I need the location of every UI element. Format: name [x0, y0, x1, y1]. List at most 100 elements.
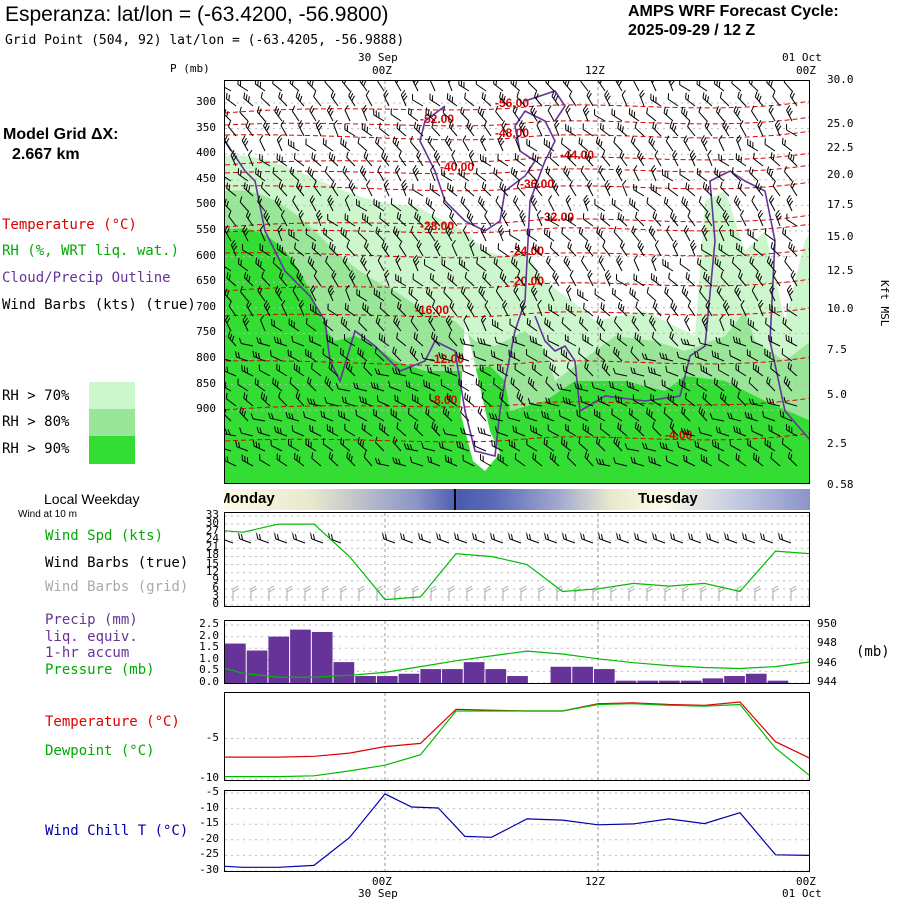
wind-barb-flag: [481, 92, 484, 99]
wind-barb: [565, 105, 572, 122]
wind-barb-staff: [563, 171, 572, 182]
wind-barb-flag: [310, 304, 312, 311]
wind-barb-flag: [651, 331, 655, 338]
wind-barb-staff: [700, 432, 713, 437]
wind-barb-flag: [250, 413, 254, 420]
wind-barb-flag: [363, 241, 367, 247]
wind-barb-flag: [584, 335, 586, 342]
wind-barb-flag: [570, 306, 572, 313]
wind-barb-staff: [528, 82, 538, 92]
wind-barb-flag: [289, 81, 292, 84]
wind-barb-staff: [225, 140, 232, 152]
wind-barb-staff: [383, 94, 390, 107]
wind-barb-staff: [466, 126, 475, 137]
wind-barb-flag: [276, 453, 278, 460]
true-wind-barb-flag: [510, 534, 514, 541]
wind-barb-staff: [375, 442, 385, 452]
wind-barb-flag: [617, 422, 620, 429]
wind-barb-staff: [763, 416, 776, 422]
wind-barb-staff: [753, 158, 764, 167]
wind-barb-flag: [390, 408, 392, 415]
wind-barb-flag: [722, 210, 727, 216]
wind-barb-flag: [723, 122, 728, 129]
wind-barb: [467, 300, 475, 317]
wind-barb-flag: [245, 210, 250, 217]
wind-barb-flag: [790, 337, 793, 344]
wind-barb-flag: [375, 110, 377, 117]
wind-barb-staff: [543, 443, 555, 452]
wind-barb: [529, 335, 543, 347]
wind-barb-flag: [684, 137, 689, 144]
wind-barb-staff: [306, 323, 317, 332]
grid-wind-barb-flag: [232, 585, 239, 590]
wind-barb: [569, 180, 577, 197]
wind-barb-staff: [447, 277, 458, 287]
wind-barb-flag: [466, 120, 470, 127]
wind-barb-flag: [398, 214, 402, 220]
wind-barb-flag: [413, 81, 418, 84]
wind-barb-staff: [344, 109, 351, 122]
wind-barb-flag: [417, 152, 422, 159]
wind-barb-flag: [481, 392, 484, 399]
wind-barb-staff: [377, 373, 390, 377]
wind-barb-flag: [751, 398, 755, 405]
wind-barb-flag: [397, 275, 399, 282]
wind-barb-flag: [370, 381, 374, 388]
wind-barb: [394, 81, 402, 92]
wind-barb-flag: [655, 96, 657, 103]
wind-barb-flag: [617, 301, 621, 308]
wind-barb-flag: [552, 270, 556, 277]
wind-barb: [633, 273, 645, 287]
wind-barb-flag: [792, 156, 795, 162]
wind-barb-flag: [785, 334, 787, 341]
wind-barb-flag: [738, 454, 740, 461]
wind-barb: [429, 393, 441, 407]
wind-barb-flag: [305, 317, 308, 324]
wind-barb-staff: [784, 261, 793, 272]
true-wind-barb-staff: [527, 538, 540, 544]
wind-barb-flag: [740, 300, 745, 306]
wind-barb: [733, 425, 747, 437]
wind-barb-staff: [664, 202, 674, 212]
wind-barb: [644, 380, 657, 392]
wind-barb: [225, 382, 232, 392]
weekday-day1: Monday: [224, 490, 275, 507]
wind-barb-flag: [392, 436, 396, 443]
wind-barb-flag: [768, 378, 771, 385]
wind-barb: [322, 438, 334, 452]
true-wind-barb-staff: [401, 538, 414, 544]
wind-barb-flag: [495, 81, 498, 86]
wind-barb-staff: [225, 460, 237, 467]
wind-barb-staff: [528, 172, 538, 182]
wind-barb-flag: [605, 182, 610, 189]
wind-barb-staff: [757, 124, 764, 137]
wind-barb-flag: [527, 398, 531, 404]
wind-barb: [429, 81, 436, 92]
wind-barb-flag: [619, 214, 622, 221]
wind-barb-flag: [696, 168, 699, 174]
precip-bar: [355, 676, 376, 683]
wind-barb-flag: [652, 301, 656, 307]
wind-barb: [782, 317, 793, 332]
wind-barb-staff: [366, 274, 373, 287]
wind-barb: [412, 273, 424, 287]
wind-barb-staff: [413, 337, 424, 347]
wind-barb-flag: [461, 259, 463, 266]
wind-barb-flag: [663, 407, 666, 414]
wind-barb-flag: [607, 185, 612, 191]
wind-barb: [442, 107, 453, 122]
wind-barb-flag: [652, 95, 654, 102]
wind-barb-flag: [313, 90, 317, 97]
wind-barb: [772, 180, 781, 197]
wind-barb-flag: [606, 95, 611, 101]
wind-barb: [648, 456, 662, 467]
wind-barb-flag: [702, 137, 707, 144]
wind-barb-staff: [629, 292, 640, 302]
wind-barb-flag: [535, 93, 539, 100]
wind-barb-staff: [493, 172, 504, 182]
wind-barb: [596, 226, 606, 242]
wind-barb-staff: [569, 95, 577, 107]
wind-barb-flag: [554, 119, 559, 126]
wind-barb-staff: [482, 277, 492, 287]
wind-barb-flag: [378, 112, 380, 118]
